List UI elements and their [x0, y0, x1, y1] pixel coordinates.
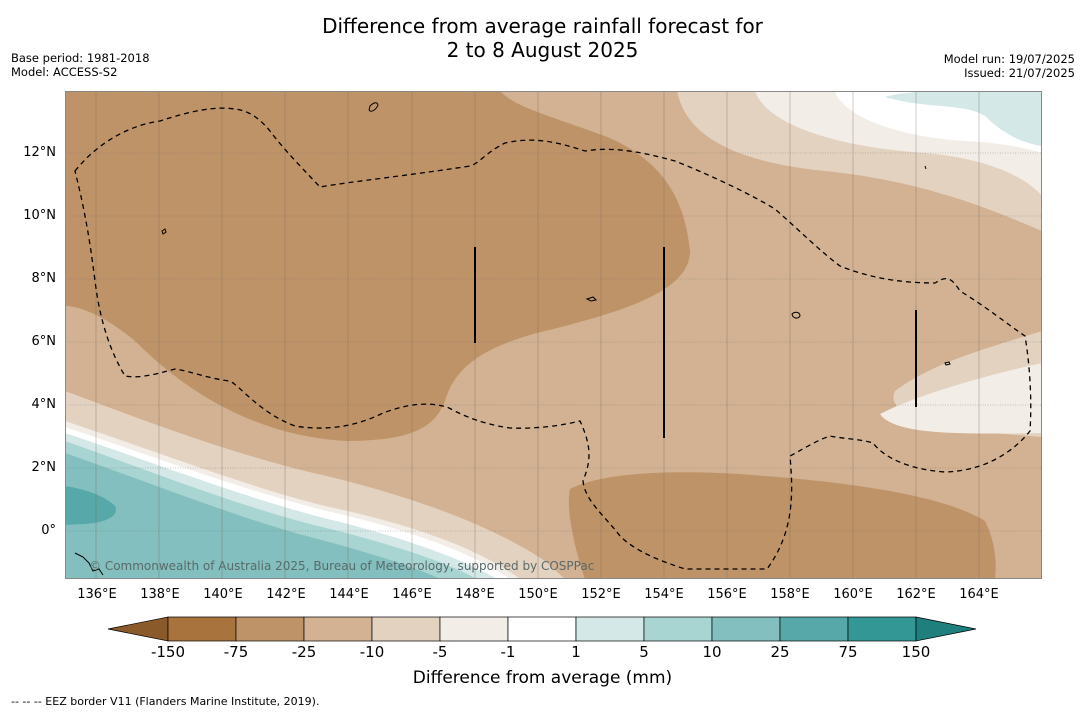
islands [74, 102, 951, 576]
lon-label-160e: 160°E [833, 587, 873, 602]
copyright-credit: © Commonwealth of Australia 2025, Bureau… [89, 559, 594, 573]
lon-label-146e: 146°E [392, 587, 432, 602]
colorbar-cell [439, 616, 509, 642]
model-run-text: Model run: 19/07/2025 [943, 52, 1075, 66]
lon-label-142e: 142°E [266, 587, 306, 602]
lat-label-2n: 2°N [31, 460, 57, 475]
lat-label-12n: 12°N [23, 145, 56, 160]
colorbar-cell [847, 616, 917, 642]
meridian-lines [95, 91, 980, 579]
colorbar-cell [167, 616, 237, 642]
colorbar-tick: -75 [223, 643, 249, 661]
map-canvas: © Commonwealth of Australia 2025, Bureau… [65, 91, 1042, 579]
lon-label-148e: 148°E [455, 587, 495, 602]
lon-label-156e: 156°E [707, 587, 747, 602]
parallel-lines [65, 152, 1042, 532]
colorbar-tick: -10 [359, 643, 385, 661]
model-info: Base period: 1981-2018 Model: ACCESS-S2 [11, 51, 150, 79]
colorbar-tick: 75 [838, 643, 858, 661]
colorbar-over-arrow [915, 616, 977, 642]
colorbar-cell [779, 616, 849, 642]
colorbar-tick: -25 [291, 643, 317, 661]
colorbar-cell [711, 616, 781, 642]
anomaly-band-plus25-south [65, 486, 116, 525]
lon-label-162e: 162°E [896, 587, 936, 602]
lon-label-136e: 136°E [77, 587, 117, 602]
lon-label-138e: 138°E [140, 587, 180, 602]
lat-label-6n: 6°N [31, 334, 57, 349]
colorbar-tick: 10 [702, 643, 722, 661]
base-period-text: Base period: 1981-2018 [11, 51, 150, 65]
anomaly-band-minus75-south [568, 472, 996, 579]
issued-text: Issued: 21/07/2025 [964, 66, 1075, 80]
colorbar-cell [303, 616, 373, 642]
model-name-text: Model: ACCESS-S2 [11, 65, 118, 79]
title-line-2: 2 to 8 August 2025 [446, 38, 639, 62]
title-line-1: Difference from average rainfall forecas… [322, 14, 763, 38]
colorbar-tick: 1 [571, 643, 581, 661]
colorbar-under-arrow [107, 616, 169, 642]
colorbar-tick: 5 [639, 643, 649, 661]
lon-label-154e: 154°E [644, 587, 684, 602]
colorbar-tick: 25 [770, 643, 790, 661]
eez-legend-footnote: -- -- -- EEZ border V11 (Flanders Marine… [11, 695, 320, 708]
colorbar-tick: -5 [432, 643, 448, 661]
lat-label-8n: 8°N [31, 271, 57, 286]
colorbar-label: Difference from average (mm) [412, 668, 673, 688]
boundary-markers [474, 247, 917, 438]
anomaly-band-plus1-north [885, 91, 1042, 146]
anomaly-band-minus75-north [65, 91, 690, 441]
lon-label-164e: 164°E [959, 587, 999, 602]
colorbar-tick: 150 [901, 643, 931, 661]
lat-label-4n: 4°N [31, 397, 57, 412]
rainfall-anomaly-map: © Commonwealth of Australia 2025, Bureau… [65, 91, 1042, 579]
colorbar-tick: -1 [500, 643, 516, 661]
lat-label-0: 0° [41, 523, 56, 538]
lon-label-140e: 140°E [203, 587, 243, 602]
lon-label-158e: 158°E [770, 587, 810, 602]
run-info: Model run: 19/07/2025 Issued: 21/07/2025 [944, 52, 1075, 80]
lon-label-152e: 152°E [581, 587, 621, 602]
colorbar-cell [575, 616, 645, 642]
colorbar-cell [235, 616, 305, 642]
map-title: Difference from average rainfall forecas… [0, 14, 1085, 62]
lon-label-150e: 150°E [518, 587, 558, 602]
lon-label-144e: 144°E [329, 587, 369, 602]
colorbar-cell [371, 616, 441, 642]
eez-border [74, 107, 1032, 570]
anomaly-band-minus5-east [880, 363, 1042, 434]
colorbar-cell [643, 616, 713, 642]
colorbar-cell [507, 616, 577, 642]
lat-label-10n: 10°N [23, 208, 56, 223]
colorbar-tick: -150 [150, 643, 186, 661]
